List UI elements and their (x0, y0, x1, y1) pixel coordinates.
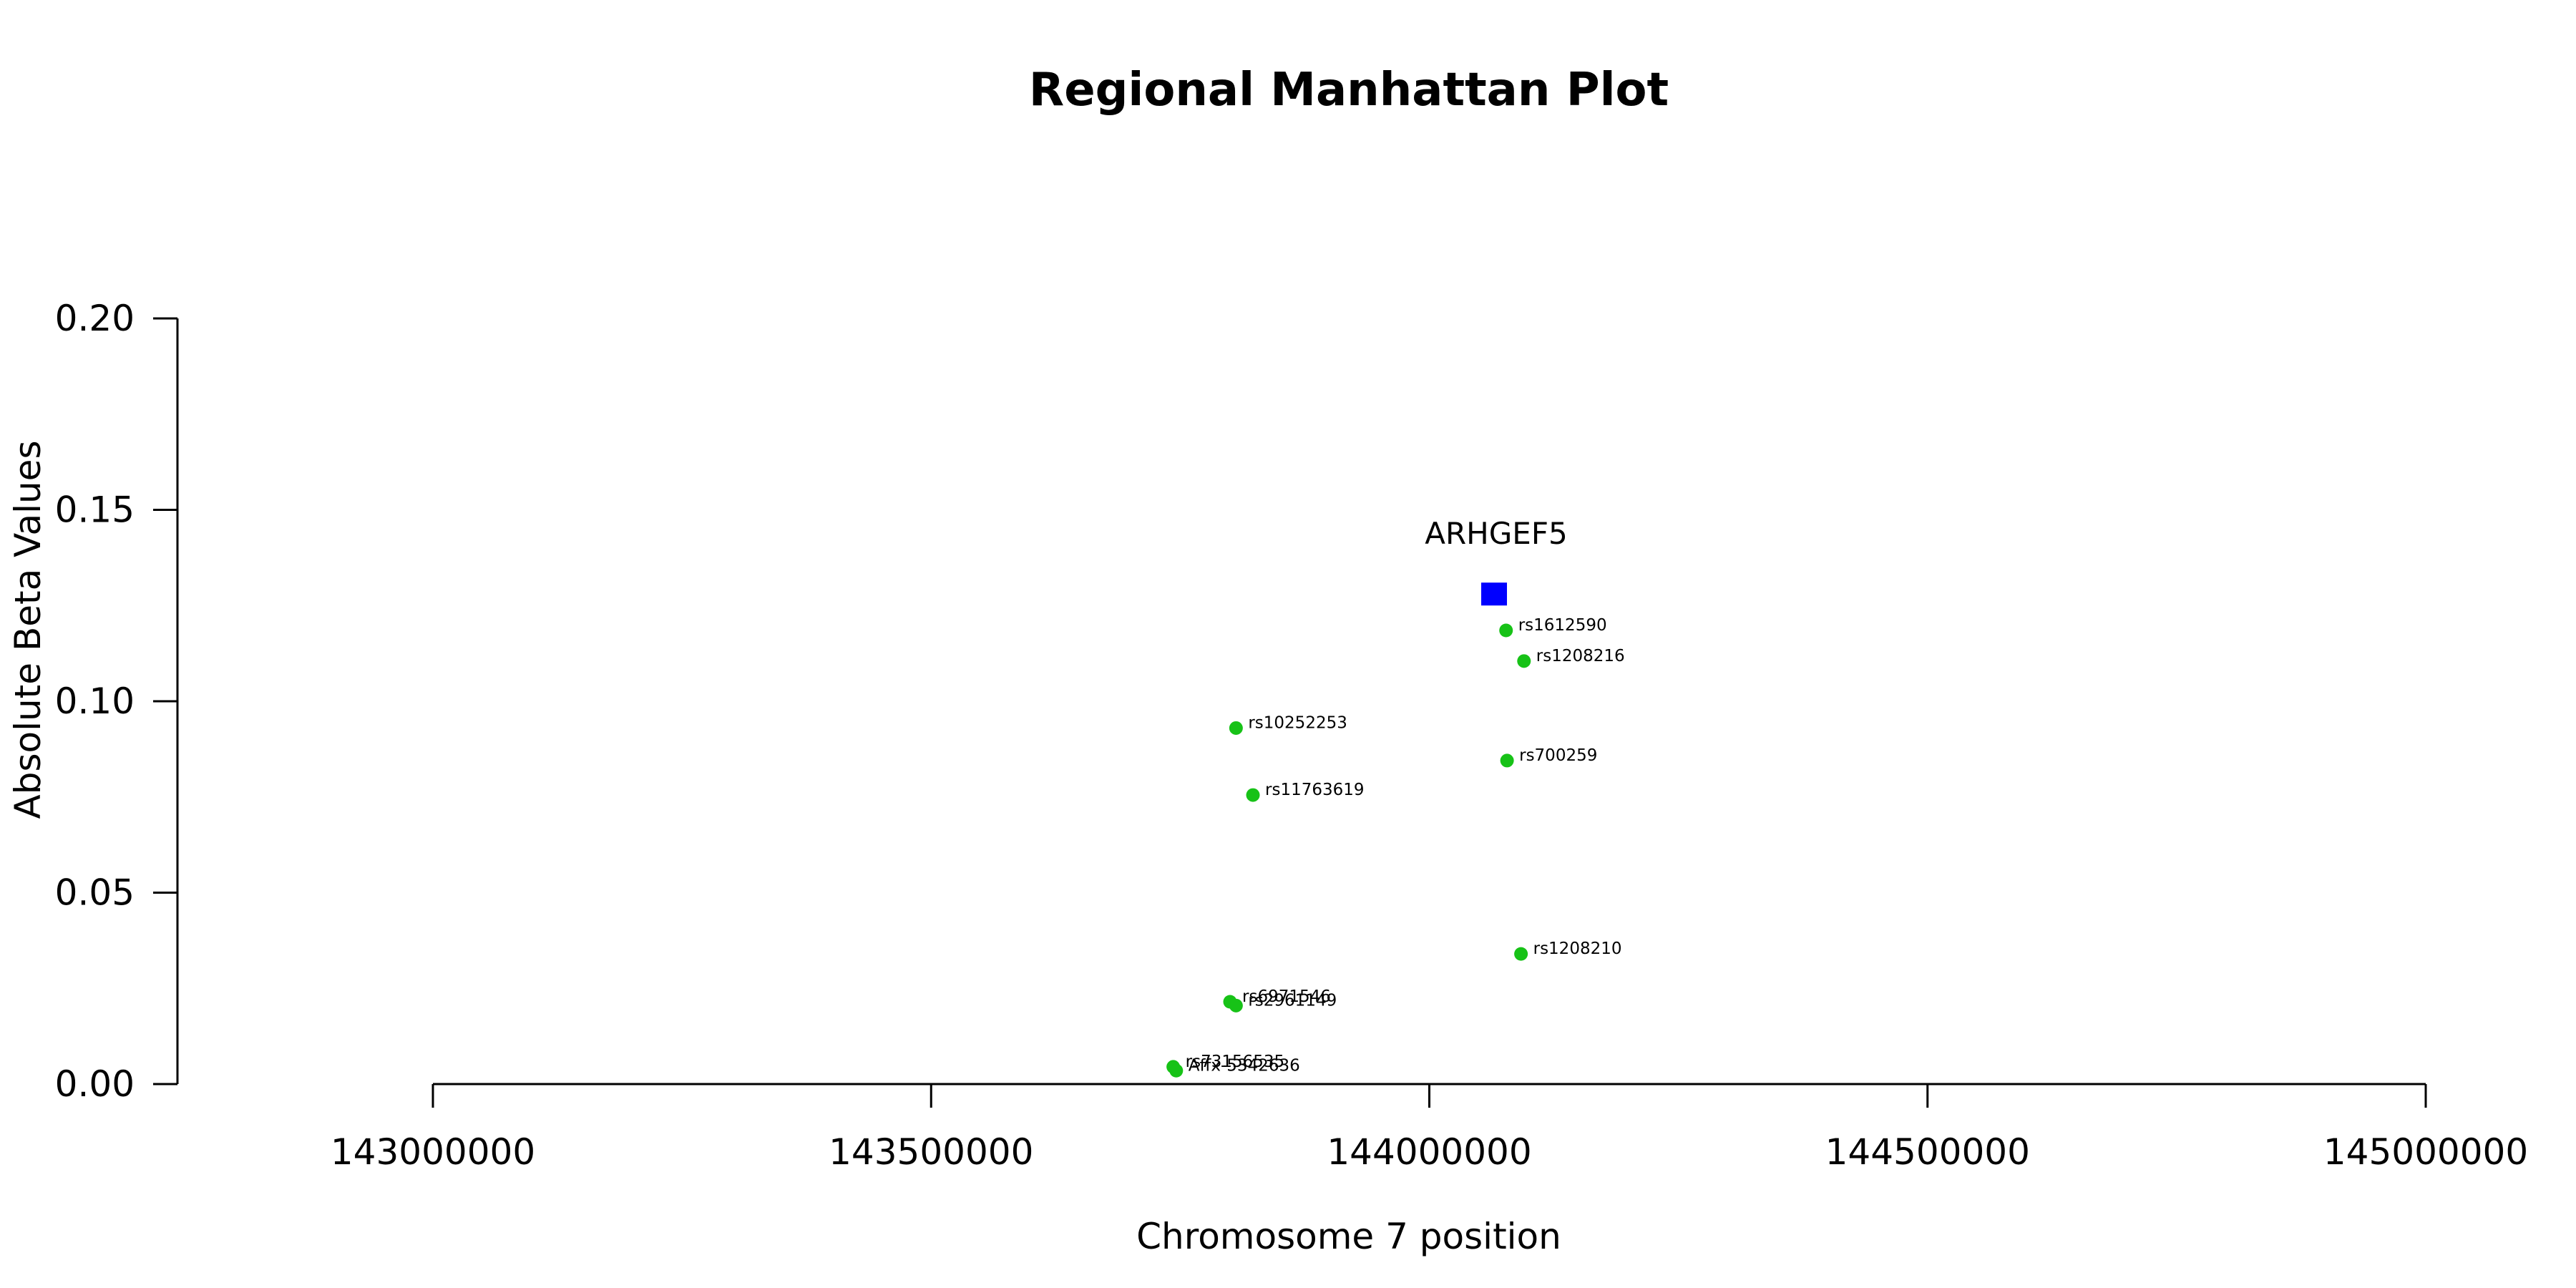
snp-point (1229, 721, 1243, 735)
y-tick-label: 0.00 (55, 1063, 135, 1105)
y-axis-label: Absolute Beta Values (7, 441, 49, 819)
chart-title: Regional Manhattan Plot (1029, 64, 1669, 117)
snp-label: rs73156535 (1186, 1053, 1285, 1071)
snp-label: rs700259 (1519, 746, 1597, 765)
gene-marker (1481, 582, 1508, 606)
x-axis-ticks: 143000000 143500000 144000000 144500000 1450… (331, 1084, 2528, 1173)
snp-label: rs1208210 (1533, 940, 1622, 958)
x-tick-label: 143500000 (829, 1131, 1033, 1173)
snp-point (1514, 947, 1528, 961)
x-axis-label: Chromosome 7 position (1136, 1216, 1561, 1257)
y-tick-label: 0.10 (55, 680, 135, 722)
x-tick-label: 144500000 (1825, 1131, 2030, 1173)
snp-point (1499, 623, 1513, 638)
gene-layer: ARHGEF5 (1425, 516, 1568, 606)
snp-label: rs6971546 (1242, 987, 1331, 1006)
y-tick-label: 0.15 (55, 489, 135, 531)
x-tick-label: 144000000 (1327, 1131, 1531, 1173)
snp-label: rs1208216 (1536, 647, 1625, 665)
snp-point (1500, 753, 1514, 768)
snp-points-layer: rs1612590 rs1208216 rs10252253 rs700259 rs11… (1166, 616, 1625, 1078)
snp-point (1246, 788, 1260, 802)
snp-point (1229, 998, 1243, 1013)
snp-label: Affx-5342636 (1189, 1056, 1300, 1075)
y-tick-label: 0.20 (55, 298, 135, 339)
x-tick-label: 145000000 (2323, 1131, 2528, 1173)
snp-label: rs11763619 (1265, 781, 1365, 799)
snp-point (1517, 654, 1531, 668)
y-axis-ticks: 0.00 0.05 0.10 0.15 0.20 (55, 298, 177, 1105)
x-tick-label: 143000000 (331, 1131, 535, 1173)
snp-point (1169, 1063, 1184, 1078)
snp-label: rs10252253 (1248, 713, 1347, 732)
snp-label: rs2961149 (1248, 991, 1337, 1010)
y-tick-label: 0.05 (55, 872, 135, 914)
gene-label: ARHGEF5 (1425, 516, 1567, 551)
snp-label: rs1612590 (1518, 616, 1607, 635)
